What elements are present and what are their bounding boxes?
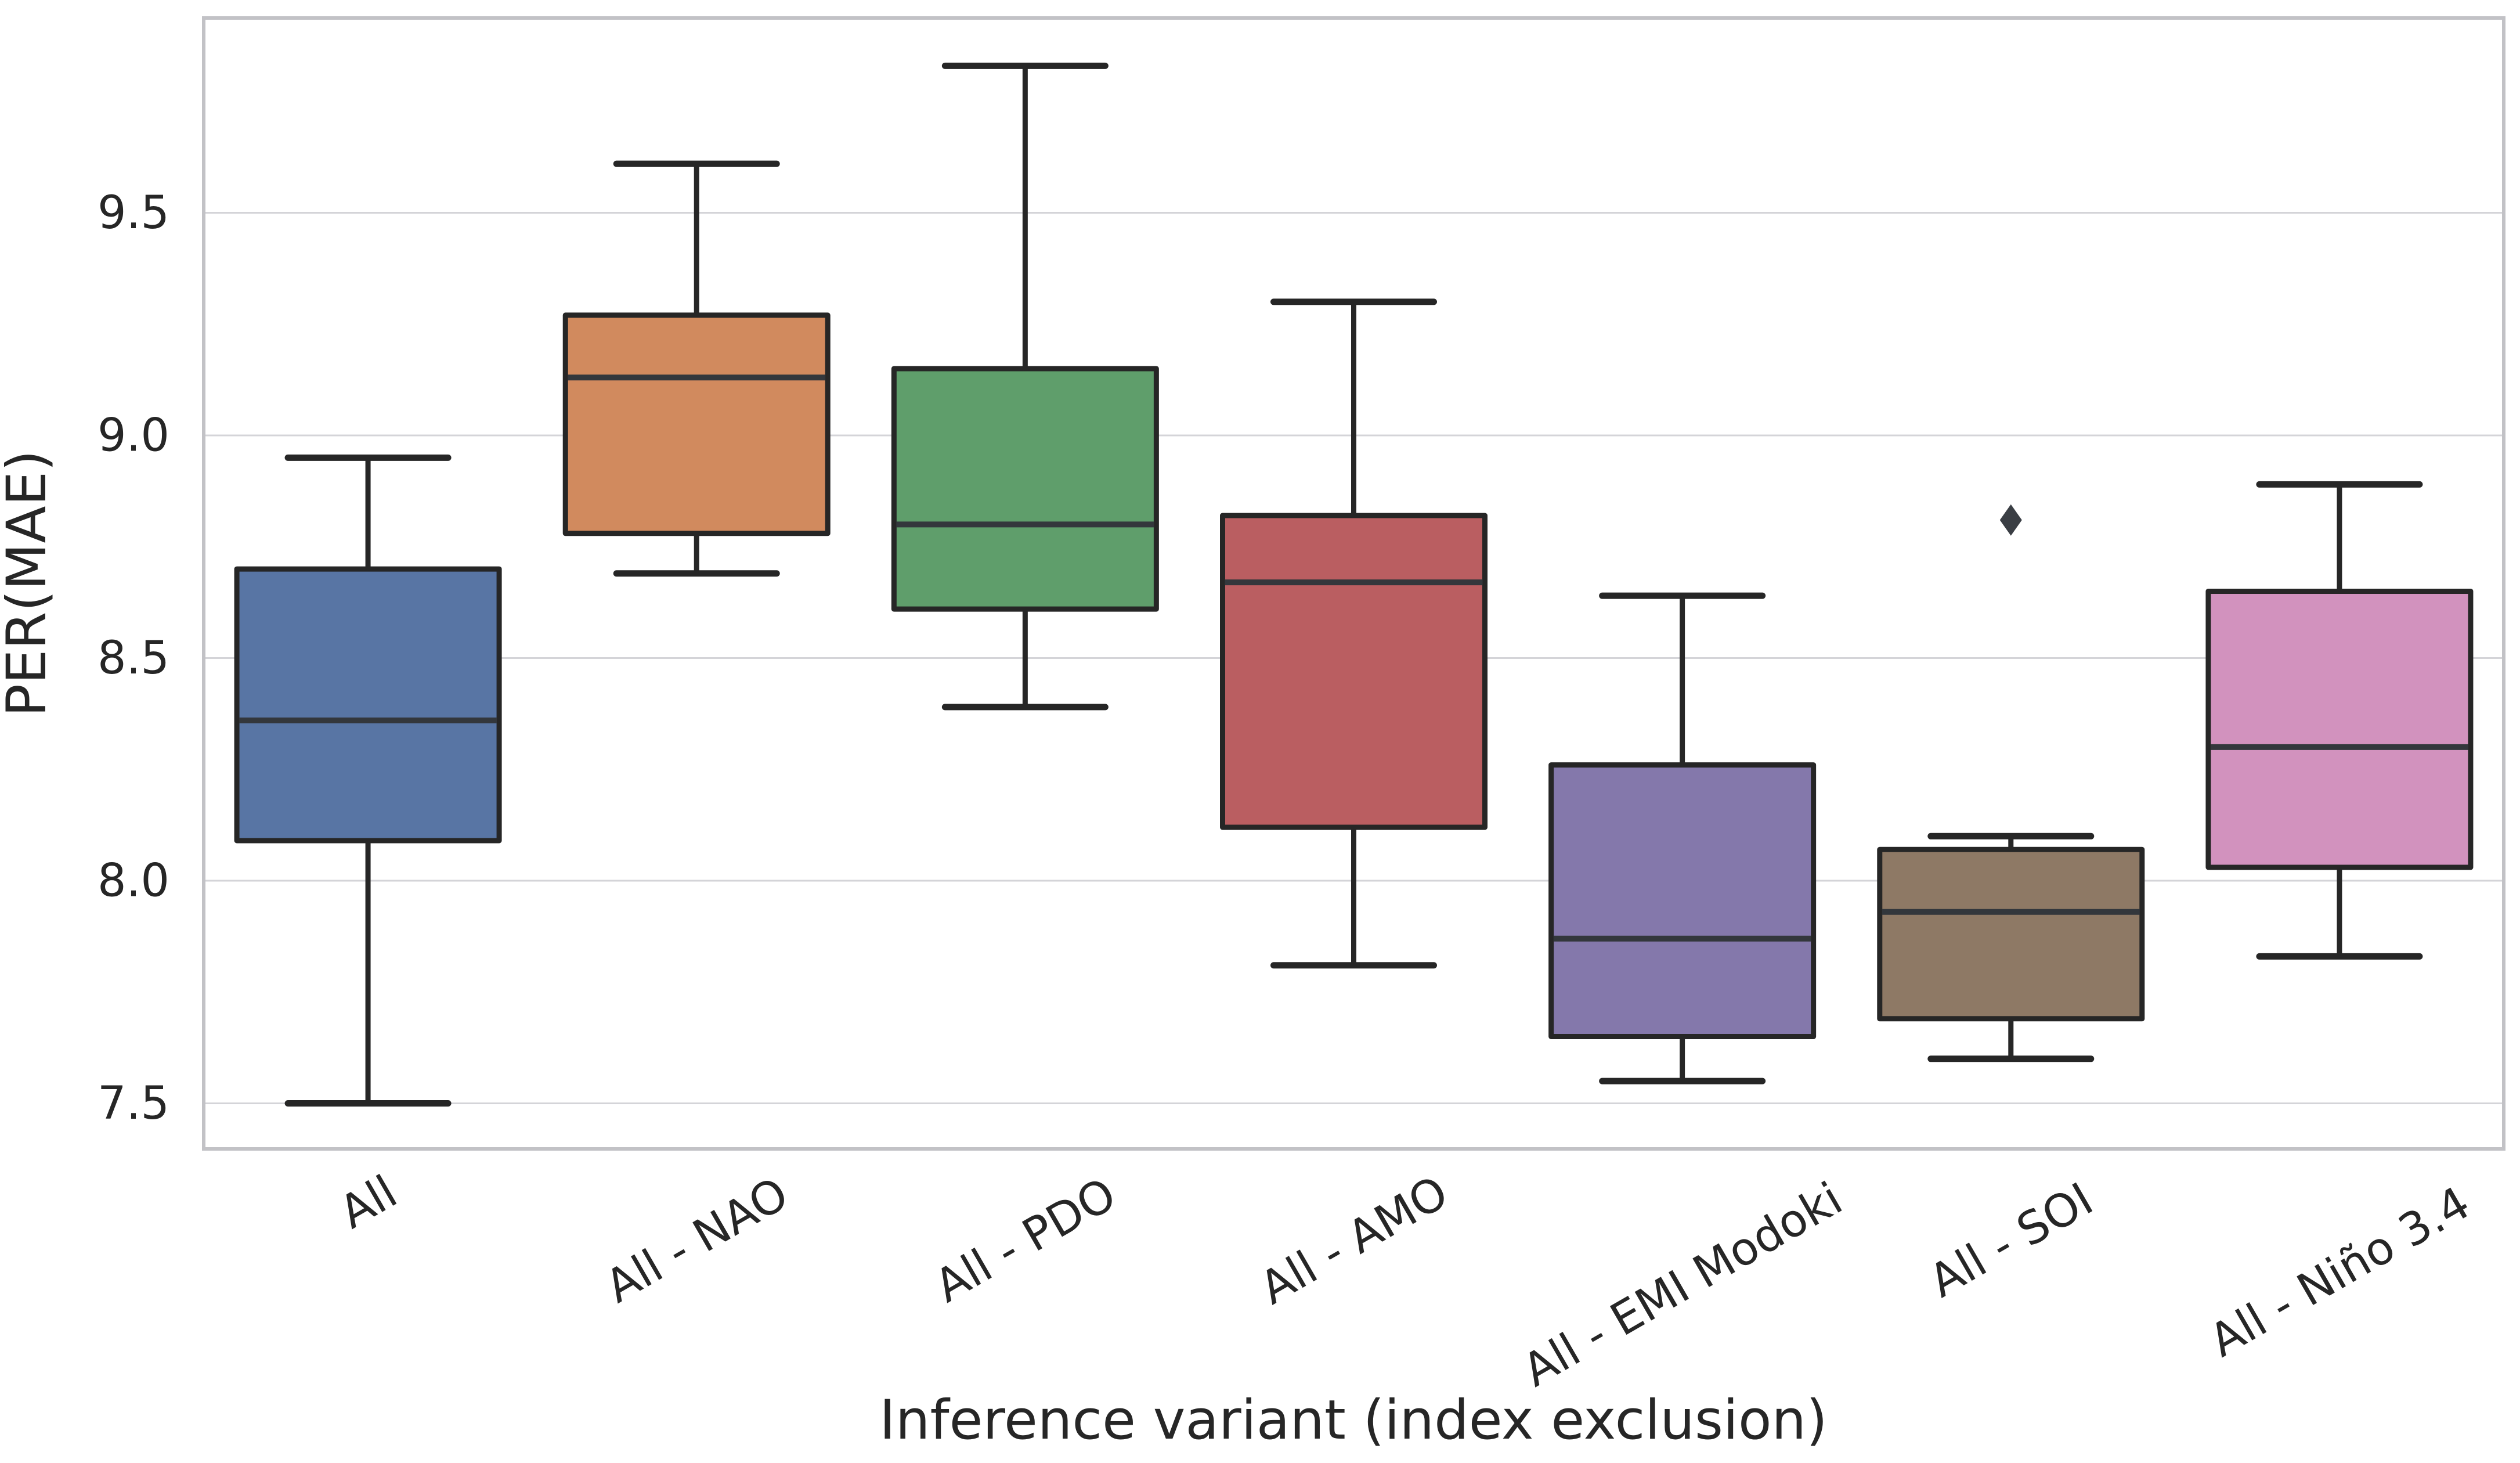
y-tick-label: 9.0 — [98, 410, 169, 462]
y-tick-label: 7.5 — [98, 1078, 169, 1130]
iqr-box — [1548, 762, 1817, 1039]
y-tick-label: 8.0 — [98, 855, 169, 907]
box-group-all-emi-modoki — [1548, 592, 1817, 1084]
iqr-box — [562, 312, 831, 536]
box-group-all-soi — [1877, 504, 2145, 1062]
box-group-all — [234, 454, 502, 1107]
box-group-all-amo — [1220, 298, 1488, 969]
y-axis-label: PER(MAE) — [0, 450, 59, 717]
iqr-box — [1877, 846, 2145, 1022]
boxes-layer — [234, 62, 2474, 1107]
axes-frame — [202, 16, 2505, 1151]
outlier-diamond — [1999, 504, 2022, 536]
iqr-box — [234, 566, 502, 844]
box-group-all-pdo — [891, 62, 1159, 711]
iqr-box — [891, 366, 1159, 612]
box-group-all-nao — [562, 160, 831, 577]
x-axis-label: Inference variant (index exclusion) — [879, 1389, 1828, 1452]
y-tick-label: 8.5 — [98, 632, 169, 684]
iqr-box — [1220, 513, 1488, 830]
iqr-box — [2205, 588, 2474, 870]
y-tick-labels: 7.5 8.0 8.5 9.0 9.5 — [98, 187, 169, 1130]
box-group-all-ni-o-3-4 — [2205, 481, 2474, 960]
y-tick-label: 9.5 — [98, 187, 169, 239]
